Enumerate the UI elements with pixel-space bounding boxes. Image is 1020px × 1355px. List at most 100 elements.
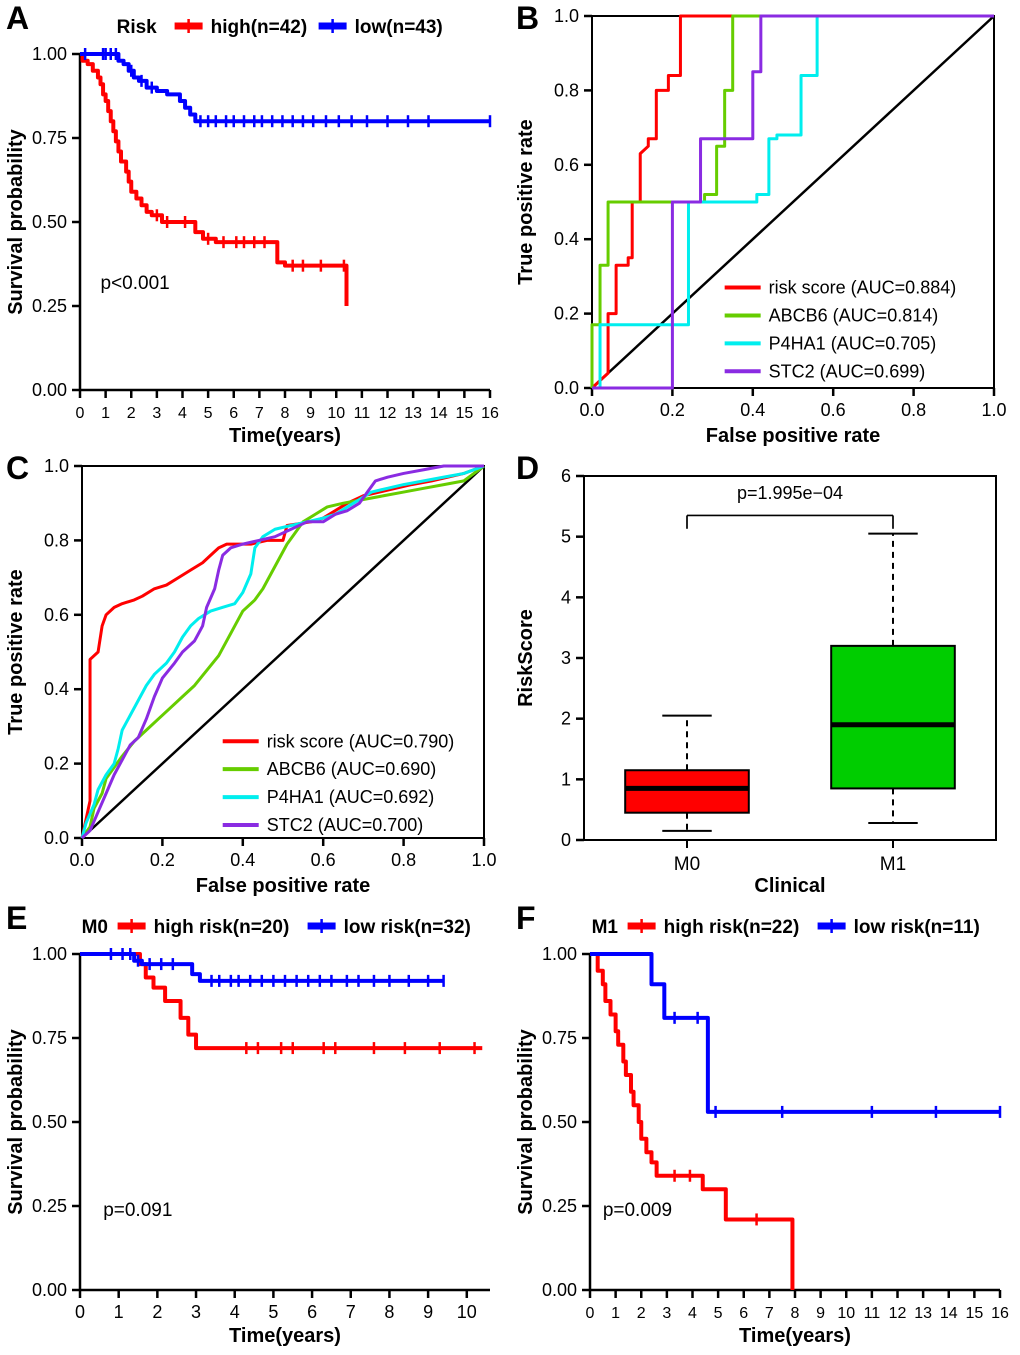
legend-label: low(n=43): [355, 17, 443, 38]
x-axis-title: False positive rate: [196, 875, 371, 897]
legend-label: STC2 (AUC=0.700): [267, 815, 424, 835]
x-tick-label: 1: [101, 405, 110, 422]
legend-title: M0: [82, 917, 108, 938]
x-tick-label: 1: [611, 1305, 620, 1322]
x-tick-label: 14: [430, 405, 448, 422]
x-tick-label: 4: [230, 1302, 240, 1322]
x-tick-label: 16: [991, 1305, 1009, 1322]
panel-C-svg: 0.0 0.2 0.4 0.6 0.8 1.0 0.0 0.2 0.4 0.6 0.8 1.0 Fals…: [5, 456, 497, 897]
x-tick-label: 1.0: [981, 400, 1006, 420]
y-tick-label: 0.75: [32, 128, 67, 148]
y-tick-label: 0.8: [554, 80, 579, 100]
km-curve: [80, 952, 483, 1051]
x-tick-label: 1: [114, 1302, 124, 1322]
x-axis-title: Time(years): [229, 425, 341, 447]
y-tick-label: 0.25: [542, 1196, 577, 1216]
y-tick-label: 0.4: [554, 229, 579, 249]
y-tick-label: 0.25: [32, 296, 67, 316]
x-tick-label: 4: [178, 405, 187, 422]
x-tick-label: 0: [76, 405, 85, 422]
roc-curve: [592, 14, 994, 390]
x-tick-label: 7: [346, 1302, 356, 1322]
panel-label-B: B: [516, 0, 540, 36]
box-M1: [830, 644, 956, 790]
x-tick-label: 6: [229, 405, 238, 422]
y-tick-label: 0.00: [32, 380, 67, 400]
y-tick-label: 0.00: [32, 1280, 67, 1300]
panel-F: F 0.00 0.25 0.50 0.75 1.00 0 1 2 3 4 5 6 7 8 9 10 11 12 13…: [510, 900, 1020, 1350]
panel-F-svg: 0.000.250.500.751.000 1 2 3 4 5 6 7 8 9 10 11 12 13 14…: [515, 917, 1009, 1347]
legend-label: ABCB6 (AUC=0.814): [769, 305, 939, 325]
x-tick-label: 15: [455, 405, 473, 422]
x-axis-title: Time(years): [739, 1325, 851, 1347]
x-tick-label: M1: [880, 854, 906, 875]
plot-A: 0.000.250.500.751.000 1 2 3 4 5 6 7 8 9 10 11 12 13 14…: [5, 17, 499, 447]
panel-label-E: E: [6, 900, 28, 936]
y-tick-label: 1.0: [44, 456, 69, 476]
x-tick-label: 10: [837, 1305, 855, 1322]
plot-D: 0 1 2 3 4 5 6 M0 M1 Clinical RiskScore p=1.995e−04: [515, 466, 997, 897]
x-tick-label: 8: [281, 405, 290, 422]
y-tick-label: 3: [561, 648, 571, 668]
x-tick-label: 0.8: [391, 850, 416, 870]
y-axis-title: Survival probability: [515, 1028, 537, 1214]
x-tick-label: 1.0: [471, 850, 496, 870]
km-curve: [80, 952, 444, 983]
panel-A: A 0.00 0.25 0.50 0.75 1.00 0 1 2 3 4 5 6 7 8 9 10 11 12 13…: [0, 0, 510, 450]
x-tick-label: 13: [914, 1305, 932, 1322]
legend-label: P4HA1 (AUC=0.692): [267, 787, 435, 807]
y-tick-label: 0.50: [32, 212, 67, 232]
y-tick-label: 0.75: [32, 1028, 67, 1048]
y-tick-label: 0.50: [542, 1112, 577, 1132]
roc-curve: [590, 14, 994, 390]
panel-D-svg: 0 1 2 3 4 5 6 M0 M1 Clinical RiskScore p=1.995e−04: [515, 466, 997, 897]
x-tick-label: 9: [423, 1302, 433, 1322]
y-tick-label: 0.75: [542, 1028, 577, 1048]
x-tick-label: 12: [379, 405, 397, 422]
y-tick-label: 0.4: [44, 679, 69, 699]
x-tick-label: 14: [940, 1305, 958, 1322]
x-tick-label: 3: [152, 405, 161, 422]
legend-label: low risk(n=11): [854, 917, 980, 938]
km-curve: [80, 52, 490, 124]
x-tick-label: 0.4: [230, 850, 255, 870]
x-tick-label: 16: [481, 405, 499, 422]
y-tick-label: 0.6: [554, 155, 579, 175]
x-tick-label: 0.2: [150, 850, 175, 870]
y-axis-title: True positive rate: [515, 119, 537, 285]
legend-label: P4HA1 (AUC=0.705): [769, 333, 937, 353]
x-tick-label: 3: [662, 1305, 671, 1322]
diagonal-reference-line: [81, 465, 485, 839]
y-tick-label: 0.50: [32, 1112, 67, 1132]
x-tick-label: 0.6: [311, 850, 336, 870]
y-tick-label: 1.00: [542, 944, 577, 964]
km-curve: [80, 52, 349, 306]
plot-F: 0.000.250.500.751.000 1 2 3 4 5 6 7 8 9 10 11 12 13 14…: [515, 917, 1009, 1347]
roc-curve: [80, 464, 485, 839]
y-tick-label: 1.0: [554, 6, 579, 26]
y-tick-label: 0: [561, 830, 571, 850]
p-value: p=0.009: [603, 1200, 672, 1221]
legend-title: M1: [592, 917, 619, 938]
legend-label: high(n=42): [211, 17, 308, 38]
x-tick-label: 10: [327, 405, 345, 422]
x-tick-label: 8: [384, 1302, 394, 1322]
x-axis-title: Clinical: [754, 875, 825, 897]
panel-label-C: C: [6, 450, 30, 486]
plot-C: 0.0 0.2 0.4 0.6 0.8 1.0 0.0 0.2 0.4 0.6 0.8 1.0 Fals…: [5, 456, 497, 897]
plot-E: 0.00 0.25 0.50 0.75 1.00 0 1 2 3 4 5 6 7 8 9 10 Time(yea…: [5, 917, 490, 1347]
p-value: p=1.995e−04: [737, 483, 843, 503]
x-tick-label: 5: [204, 405, 213, 422]
y-tick-label: 1.00: [32, 44, 67, 64]
legend-label: high risk(n=20): [154, 917, 290, 938]
y-tick-label: 2: [561, 709, 571, 729]
legend-label: high risk(n=22): [664, 917, 800, 938]
panel-C: C 0.0 0.2 0.4 0.6 0.8 1.0 0.0 0.2 0.4 0.6 0.8 1.0 Fa…: [0, 450, 510, 900]
roc-curve: [80, 464, 484, 840]
panel-B-svg: 0.0 0.2 0.4 0.6 0.8 1.0 0.0 0.2 0.4 0.6 0.8 1.0 Fals…: [515, 6, 1007, 447]
legend-title: Risk: [117, 17, 158, 38]
x-tick-label: 15: [965, 1305, 983, 1322]
x-tick-label: 0: [75, 1302, 85, 1322]
y-tick-label: 6: [561, 466, 571, 486]
